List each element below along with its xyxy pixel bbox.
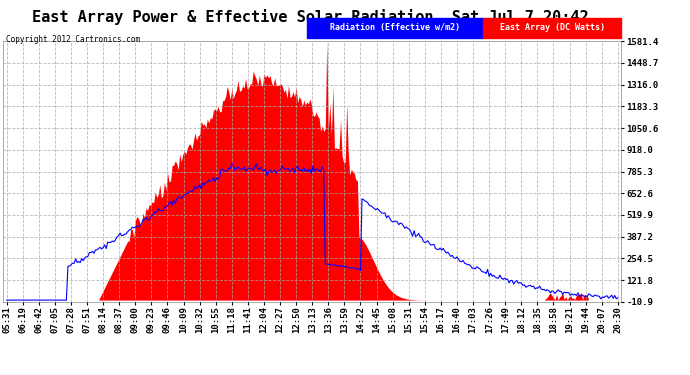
Text: Copyright 2012 Cartronics.com: Copyright 2012 Cartronics.com [6,34,139,44]
Text: Radiation (Effective w/m2): Radiation (Effective w/m2) [330,23,460,32]
Text: East Array (DC Watts): East Array (DC Watts) [500,23,604,32]
Text: East Array Power & Effective Solar Radiation  Sat Jul 7 20:42: East Array Power & Effective Solar Radia… [32,9,589,26]
